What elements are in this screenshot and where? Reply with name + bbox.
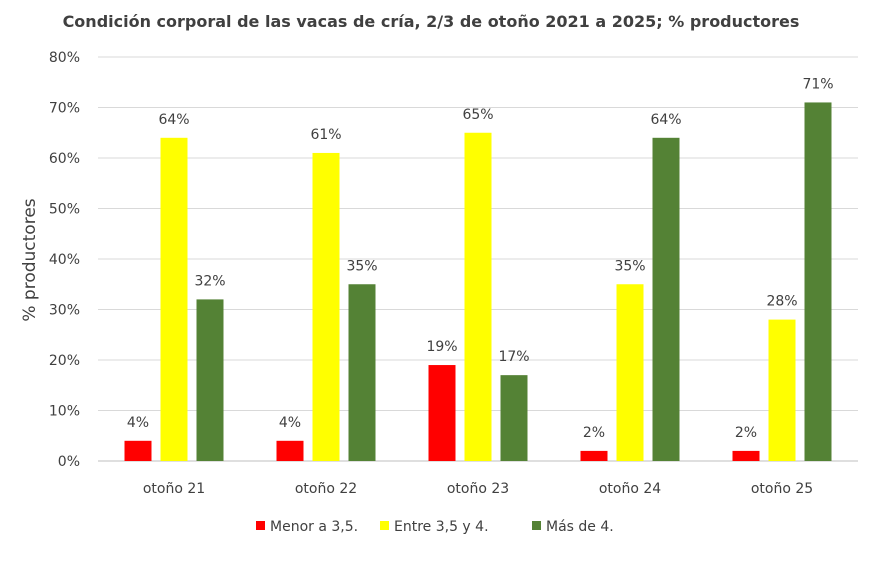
- bar: [160, 137, 188, 462]
- data-label: 28%: [766, 294, 797, 310]
- y-tick-label: 40%: [49, 252, 80, 268]
- bar: [124, 440, 152, 461]
- y-tick-label: 30%: [49, 303, 80, 319]
- bar: [428, 365, 456, 461]
- y-axis-label: % productores: [20, 198, 40, 321]
- data-label: 64%: [650, 112, 681, 128]
- y-tick-label: 80%: [49, 50, 80, 66]
- legend-swatch: [256, 521, 265, 530]
- bar: [616, 284, 644, 461]
- data-label: 32%: [194, 273, 225, 289]
- legend-swatch: [380, 521, 389, 530]
- y-tick-label: 50%: [49, 202, 80, 218]
- bar: [312, 152, 340, 461]
- bar: [580, 450, 608, 461]
- y-tick-label: 10%: [49, 404, 80, 420]
- y-tick-label: 60%: [49, 151, 80, 167]
- data-label: 65%: [462, 107, 493, 123]
- data-label: 19%: [426, 339, 457, 355]
- data-label: 17%: [498, 349, 529, 365]
- data-labels: 4% 64% 32% 4% 61% 35% 19% 65% 17% 2% 35% 64% 2% 28% 71…: [127, 76, 834, 440]
- y-tick-label: 20%: [49, 353, 80, 369]
- chart-title: Condición corporal de las vacas de cría,…: [63, 12, 800, 31]
- data-label: 2%: [735, 425, 757, 441]
- legend-label: Menor a 3,5.: [270, 519, 358, 535]
- y-axis-ticks: 0% 10% 20% 30% 40% 50% 60% 70% 80%: [49, 50, 80, 470]
- x-tick-label: otoño 24: [599, 481, 661, 497]
- bar: [732, 450, 760, 461]
- y-tick-label: 0%: [58, 454, 80, 470]
- data-label: 35%: [346, 258, 377, 274]
- bar: [464, 132, 492, 461]
- bar: [348, 284, 376, 461]
- data-label: 4%: [127, 415, 149, 431]
- bar: [196, 299, 224, 461]
- bar: [652, 137, 680, 462]
- data-label: 61%: [310, 127, 341, 143]
- x-tick-label: otoño 21: [143, 481, 205, 497]
- data-label: 64%: [158, 112, 189, 128]
- legend-label: Más de 4.: [546, 519, 614, 535]
- legend: Menor a 3,5. Entre 3,5 y 4. Más de 4.: [256, 519, 614, 535]
- bar: [276, 440, 304, 461]
- x-tick-label: otoño 23: [447, 481, 509, 497]
- bar: [768, 319, 796, 461]
- bar: [804, 102, 832, 461]
- data-label: 4%: [279, 415, 301, 431]
- bar: [500, 375, 528, 461]
- x-axis-ticks: otoño 21 otoño 22 otoño 23 otoño 24 otoño 25: [143, 481, 813, 497]
- bars: [124, 102, 832, 462]
- y-tick-label: 70%: [49, 101, 80, 117]
- legend-label: Entre 3,5 y 4.: [394, 519, 489, 535]
- legend-swatch: [532, 521, 541, 530]
- x-tick-label: otoño 25: [751, 481, 813, 497]
- data-label: 71%: [802, 76, 833, 92]
- x-tick-label: otoño 22: [295, 481, 357, 497]
- data-label: 2%: [583, 425, 605, 441]
- data-label: 35%: [614, 258, 645, 274]
